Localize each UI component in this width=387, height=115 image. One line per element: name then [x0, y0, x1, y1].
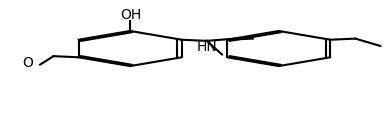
Text: OH: OH [121, 8, 142, 22]
Text: O: O [22, 55, 33, 69]
Text: HN: HN [197, 39, 217, 53]
